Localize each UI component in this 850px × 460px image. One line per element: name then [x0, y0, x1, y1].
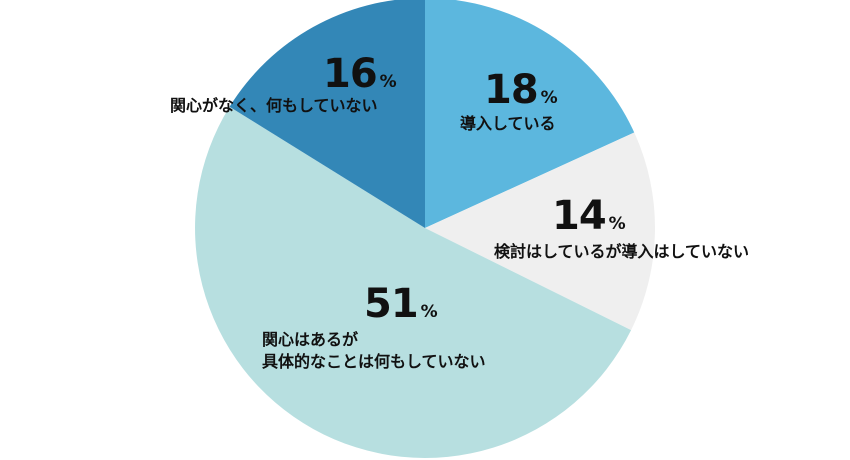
- slice-percent-introduced: 18%: [484, 67, 558, 113]
- slice-label-interested-line-2: 具体的なことは何もしていない: [262, 352, 486, 371]
- slice-percent-not-interested: 16%: [323, 51, 397, 97]
- slice-label-considering: 検討はしているが導入はしていない: [494, 242, 750, 261]
- pie-slice-considering: [425, 132, 656, 331]
- slice-percent-interested: 51%: [364, 281, 438, 327]
- pie-slice-interested: [195, 106, 632, 458]
- slice-label-interested-line-1: 関心はあるが: [262, 330, 359, 349]
- slice-label-interested: 関心はあるが 具体的なことは何もしていない: [262, 329, 486, 373]
- slice-percent-considering: 14%: [552, 193, 626, 239]
- slice-label-introduced: 導入している: [460, 114, 556, 133]
- slice-label-not-interested: 関心がなく、何もしていない: [170, 96, 378, 115]
- pie-slice-not-interested: [229, 0, 425, 228]
- pie-slice-introduced: [425, 0, 635, 228]
